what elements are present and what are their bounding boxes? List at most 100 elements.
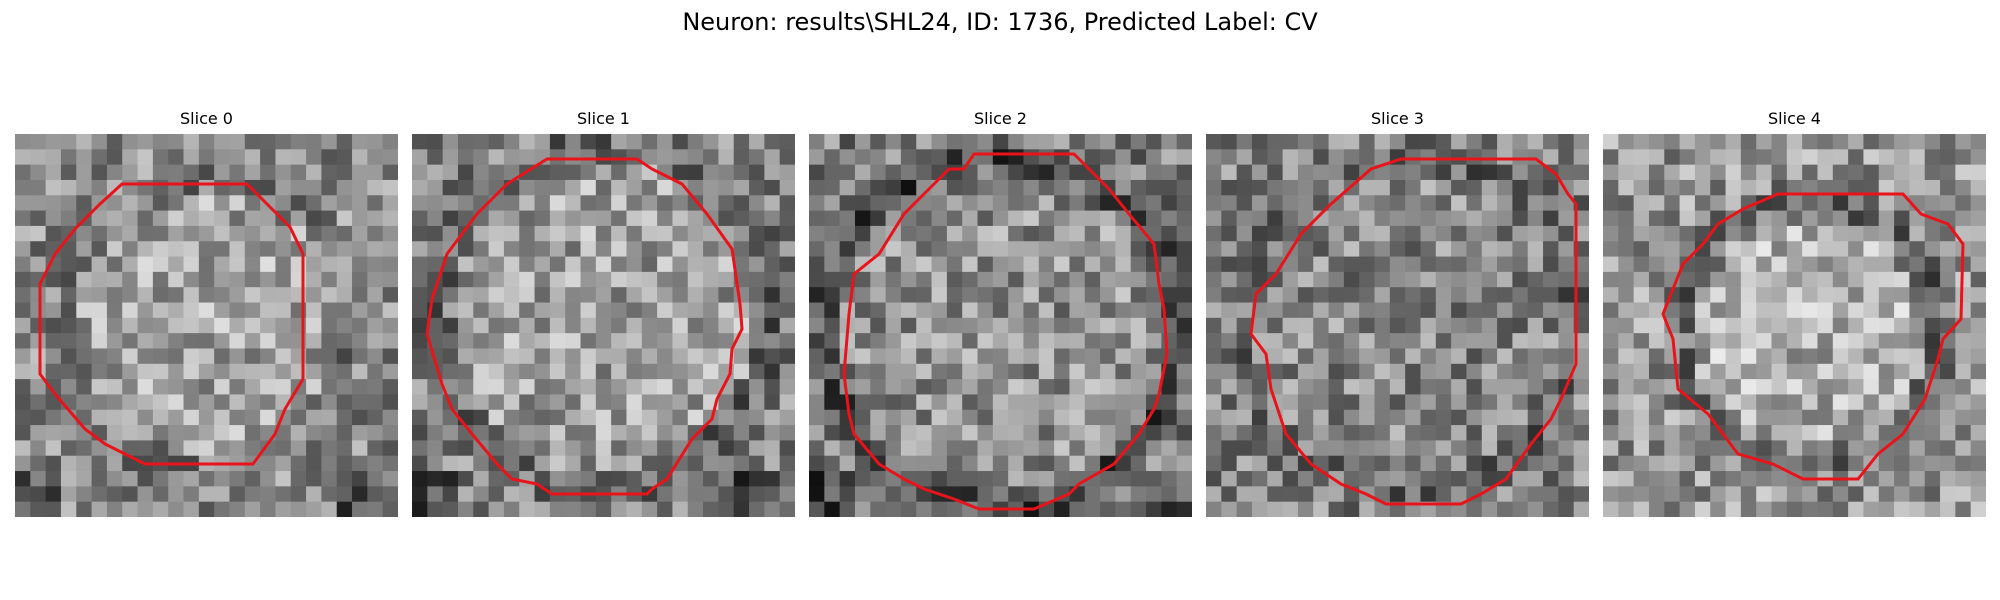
pixel	[367, 317, 384, 334]
pixel	[1679, 348, 1696, 365]
pixel	[15, 455, 31, 472]
pixel	[1878, 394, 1895, 411]
pixel	[1512, 287, 1529, 304]
pixel	[641, 471, 658, 487]
pixel	[1466, 134, 1483, 150]
pixel	[91, 409, 108, 426]
pixel	[549, 164, 566, 181]
pixel	[565, 333, 582, 350]
pixel	[275, 363, 292, 380]
pixel	[519, 302, 536, 319]
pixel	[198, 425, 215, 441]
pixel	[260, 501, 277, 517]
pixel	[1679, 210, 1696, 227]
pixel	[1374, 256, 1391, 273]
pixel	[76, 256, 93, 273]
pixel	[1146, 333, 1162, 350]
pixel	[60, 287, 77, 304]
pixel	[1832, 348, 1849, 365]
pixel	[1756, 333, 1773, 350]
pixel	[1023, 134, 1040, 150]
pixel	[1176, 379, 1192, 396]
pixel	[1558, 134, 1575, 150]
pixel	[91, 486, 108, 503]
pixel	[183, 287, 200, 304]
pixel	[1236, 471, 1253, 487]
pixel	[1451, 164, 1468, 181]
pixel	[229, 425, 246, 441]
pixel	[687, 210, 704, 227]
pixel	[1940, 241, 1956, 258]
pixel	[1740, 287, 1757, 304]
pixel	[854, 302, 871, 319]
pixel	[183, 179, 200, 196]
pixel	[198, 409, 215, 426]
pixel	[611, 149, 628, 166]
pixel	[1970, 471, 1986, 487]
pixel	[1878, 501, 1895, 517]
pixel	[962, 225, 979, 242]
pixel	[931, 317, 948, 334]
pixel	[672, 455, 689, 472]
pixel	[1740, 256, 1757, 273]
pixel	[457, 287, 474, 304]
pixel	[1558, 409, 1575, 426]
pixel	[839, 302, 856, 319]
pixel	[977, 455, 994, 472]
pixel	[854, 486, 871, 503]
pixel	[565, 409, 582, 426]
pixel	[168, 287, 185, 304]
pixel	[1023, 287, 1040, 304]
pixel	[839, 164, 856, 181]
pixel	[198, 363, 215, 380]
pixel	[1970, 379, 1986, 396]
pixel	[1023, 149, 1040, 166]
pixel	[1527, 241, 1544, 258]
pixel	[733, 486, 750, 503]
pixel	[260, 225, 277, 242]
pixel	[1359, 363, 1376, 380]
pixel	[1573, 379, 1589, 396]
pixel	[122, 379, 139, 396]
pixel	[1863, 379, 1880, 396]
pixel	[1176, 225, 1192, 242]
pixel	[260, 179, 277, 196]
pixel	[1848, 302, 1865, 319]
pixel	[931, 271, 948, 288]
pixel	[1466, 394, 1483, 411]
pixel	[1694, 225, 1711, 242]
pixel	[260, 271, 277, 288]
pixel	[580, 455, 597, 472]
pixel	[1267, 501, 1284, 517]
pixel	[1297, 486, 1314, 503]
pixel	[1236, 287, 1253, 304]
pixel	[1970, 440, 1986, 457]
pixel	[1940, 363, 1956, 380]
pixel	[824, 333, 841, 350]
pixel	[749, 225, 765, 242]
pixel	[352, 409, 368, 426]
pixel	[1221, 455, 1238, 472]
pixel	[992, 363, 1009, 380]
pixel	[1435, 241, 1452, 258]
pixel	[1909, 379, 1926, 396]
pixel	[106, 348, 123, 365]
pixel	[1633, 363, 1650, 380]
pixel	[1497, 394, 1513, 411]
slice-2-microscopy-pixels	[809, 134, 1192, 517]
pixel	[1664, 302, 1681, 319]
pixel	[137, 195, 154, 212]
pixel	[1756, 302, 1773, 319]
pixel	[1206, 363, 1222, 380]
pixel	[854, 348, 871, 365]
pixel	[764, 363, 781, 380]
pixel	[152, 379, 169, 396]
pixel	[1343, 333, 1360, 350]
pixel	[1251, 225, 1268, 242]
pixel	[946, 455, 963, 472]
pixel	[1940, 486, 1956, 503]
pixel	[733, 425, 750, 441]
pixel	[657, 379, 674, 396]
pixel	[916, 256, 933, 273]
pixel	[306, 134, 322, 150]
